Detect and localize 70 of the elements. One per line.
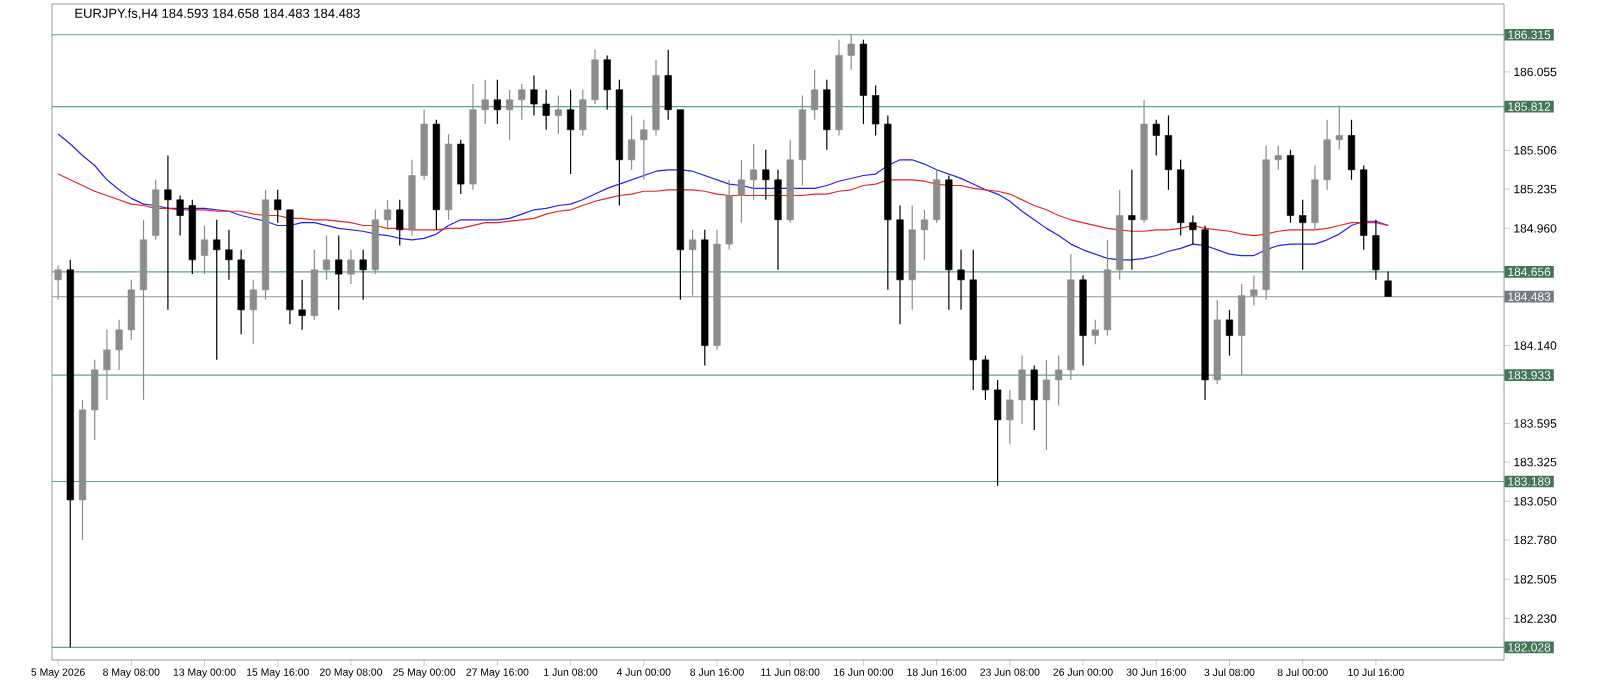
candlestick <box>1189 214 1197 245</box>
candlestick <box>347 249 355 285</box>
candlestick <box>994 379 1002 487</box>
candlestick <box>200 224 209 275</box>
candlestick <box>554 94 562 135</box>
candlestick <box>1152 119 1160 157</box>
candlestick <box>1042 359 1051 451</box>
candlestick <box>603 54 611 111</box>
candlestick <box>359 249 367 301</box>
candlestick <box>530 74 538 117</box>
candlestick <box>1055 354 1063 407</box>
candlestick <box>957 249 965 311</box>
candlestick <box>1372 219 1380 281</box>
candlestick <box>1299 199 1307 271</box>
candlestick <box>542 89 550 131</box>
candlestick <box>566 89 575 175</box>
candlestick <box>310 249 318 321</box>
candlestick <box>1250 274 1258 307</box>
candlestick <box>164 154 172 311</box>
candlestick <box>591 49 599 105</box>
candlestick <box>1384 270 1392 298</box>
candlestick <box>737 159 745 224</box>
candlestick <box>1238 283 1246 377</box>
candlestick <box>1128 169 1136 271</box>
candlestick <box>1030 364 1038 431</box>
candlestick <box>127 279 135 341</box>
candlestick <box>493 79 501 125</box>
candlestick <box>664 49 672 121</box>
candlestick <box>249 279 257 345</box>
candlestick <box>396 199 404 247</box>
candlestick <box>579 89 587 137</box>
candlestick <box>152 179 160 241</box>
candlestick <box>298 279 306 331</box>
candlestick <box>981 354 990 401</box>
candlestick <box>872 84 880 137</box>
candlestick <box>91 359 99 441</box>
candlestick <box>689 229 697 297</box>
candlestick <box>383 199 392 231</box>
candlestick <box>750 143 758 201</box>
candlestick <box>1347 119 1356 181</box>
candlestick <box>823 79 831 151</box>
candlestick <box>274 189 282 224</box>
candlestick <box>1274 144 1282 171</box>
candlestick <box>176 194 184 237</box>
candlestick <box>1018 354 1026 425</box>
candlestick <box>640 119 648 181</box>
candlestick <box>322 234 331 281</box>
candlestick <box>1323 119 1331 191</box>
candlestick <box>933 169 941 224</box>
candlestick <box>1311 164 1319 231</box>
candlestick <box>774 169 782 271</box>
candlestick <box>920 209 929 261</box>
candlestick <box>225 229 233 281</box>
candlestick <box>335 234 343 311</box>
candlestick <box>457 139 465 195</box>
candlestick <box>1006 389 1014 445</box>
candlestick <box>811 69 819 121</box>
candlestick <box>518 83 526 121</box>
candlestick <box>627 114 636 171</box>
candlestick <box>847 33 855 71</box>
candlestick <box>505 89 514 141</box>
candlestick <box>1164 114 1173 191</box>
candlestick <box>1225 309 1234 357</box>
candlestick <box>1335 104 1343 151</box>
candlestick <box>103 329 111 401</box>
candlestick <box>115 319 123 371</box>
candlestick <box>1091 319 1099 345</box>
candlestick <box>481 79 489 125</box>
candlestick <box>762 149 770 201</box>
candlestick <box>213 219 221 361</box>
